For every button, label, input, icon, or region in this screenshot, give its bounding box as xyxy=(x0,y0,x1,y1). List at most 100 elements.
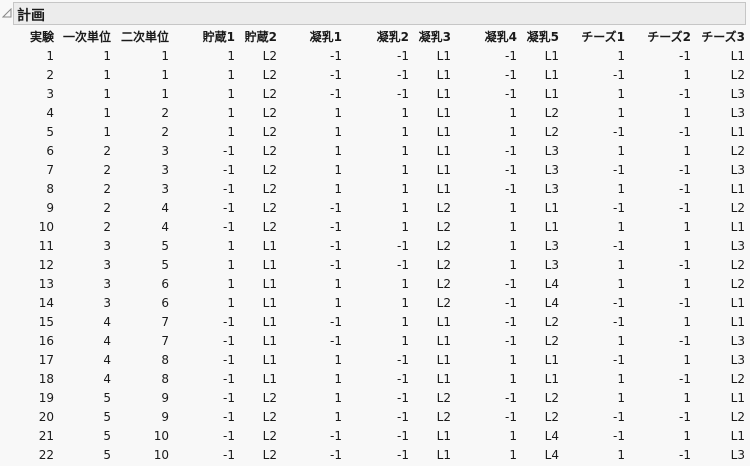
column-header[interactable]: チーズ3 xyxy=(701,30,745,44)
table-cell: 5 xyxy=(103,391,111,405)
table-row: 11 3 5 1 L1 -1 -1 L2 1 L3 -1 1 L3 xyxy=(0,237,745,256)
table-cell: L2 xyxy=(262,429,277,443)
table-cell: -1 xyxy=(505,182,517,196)
table-cell: 4 xyxy=(46,106,54,120)
column-header[interactable]: 貯蔵2 xyxy=(244,30,277,44)
table-cell: L4 xyxy=(544,296,559,310)
table-cell: L1 xyxy=(544,220,559,234)
table-cell: L2 xyxy=(730,201,745,215)
table-cell: 3 xyxy=(161,163,169,177)
table-cell: L2 xyxy=(262,87,277,101)
column-header[interactable]: 凝乳3 xyxy=(418,30,451,44)
table-cell: L1 xyxy=(544,201,559,215)
table-cell: -1 xyxy=(679,258,691,272)
table-cell: L2 xyxy=(262,144,277,158)
column-header[interactable]: 凝乳2 xyxy=(376,30,409,44)
table-cell: 1 xyxy=(401,334,409,348)
table-cell: L1 xyxy=(730,49,745,63)
table-cell: -1 xyxy=(679,448,691,462)
column-header[interactable]: 二次単位 xyxy=(120,30,169,44)
table-cell: 1 xyxy=(103,49,111,63)
table-row: 7 2 3 -1 L2 1 1 L1 -1 L3 -1 -1 L3 xyxy=(0,161,745,180)
table-cell: 1 xyxy=(103,68,111,82)
table-cell: L2 xyxy=(544,334,559,348)
table-cell: -1 xyxy=(223,410,235,424)
table-row: 8 2 3 -1 L2 1 1 L1 -1 L3 1 -1 L1 xyxy=(0,180,745,199)
table-cell: 1 xyxy=(617,258,625,272)
table-cell: -1 xyxy=(505,277,517,291)
column-header[interactable]: チーズ1 xyxy=(581,30,625,44)
table-cell: 1 xyxy=(683,144,691,158)
table-cell: 1 xyxy=(683,68,691,82)
table-cell: -1 xyxy=(613,296,625,310)
table-cell: L1 xyxy=(436,315,451,329)
table-cell: L2 xyxy=(262,68,277,82)
table-cell: -1 xyxy=(505,410,517,424)
table-cell: -1 xyxy=(330,220,342,234)
table-cell: L2 xyxy=(262,201,277,215)
column-header[interactable]: チーズ2 xyxy=(647,30,691,44)
table-row: 22 5 10 -1 L2 -1 -1 L1 1 L4 1 -1 L3 xyxy=(0,446,745,465)
table-cell: L3 xyxy=(730,448,745,462)
table-cell: L2 xyxy=(262,391,277,405)
table-cell: 4 xyxy=(103,372,111,386)
table-row: 5 1 2 1 L2 1 1 L1 1 L2 -1 -1 L1 xyxy=(0,123,745,142)
table-cell: -1 xyxy=(505,315,517,329)
table-cell: L3 xyxy=(544,239,559,253)
table-cell: 1 xyxy=(334,182,342,196)
table-cell: -1 xyxy=(613,163,625,177)
header-row: 実験 一次単位 二次単位 貯蔵1 貯蔵2 凝乳1 凝乳2 凝乳3 凝乳4 凝乳5 チーズ1 チーズ2 チ… xyxy=(0,28,745,47)
table-cell: 5 xyxy=(161,239,169,253)
table-cell: 1 xyxy=(401,125,409,139)
table-cell: -1 xyxy=(330,87,342,101)
table-cell: L1 xyxy=(436,144,451,158)
table-cell: 1 xyxy=(683,277,691,291)
column-header[interactable]: 実験 xyxy=(29,30,54,44)
table-cell: -1 xyxy=(223,182,235,196)
table-cell: -1 xyxy=(330,258,342,272)
table-cell: 1 xyxy=(617,277,625,291)
table-cell: 9 xyxy=(161,391,169,405)
table-cell: 10 xyxy=(38,220,54,234)
table-cell: -1 xyxy=(679,163,691,177)
table-cell: 2 xyxy=(103,201,111,215)
table-cell: 4 xyxy=(103,353,111,367)
table-cell: -1 xyxy=(679,49,691,63)
table-cell: -1 xyxy=(223,448,235,462)
table-cell: -1 xyxy=(397,429,409,443)
table-cell: 1 xyxy=(401,163,409,177)
table-cell: 4 xyxy=(103,315,111,329)
table-cell: 1 xyxy=(334,106,342,120)
table-cell: 1 xyxy=(617,220,625,234)
column-header[interactable]: 凝乳4 xyxy=(484,30,517,44)
table-cell: L2 xyxy=(262,163,277,177)
table-cell: L1 xyxy=(730,125,745,139)
table-cell: L2 xyxy=(730,372,745,386)
table-cell: L1 xyxy=(262,334,277,348)
table-cell: 1 xyxy=(334,353,342,367)
table-cell: L2 xyxy=(262,410,277,424)
table-cell: L1 xyxy=(262,277,277,291)
column-header[interactable]: 凝乳5 xyxy=(526,30,559,44)
table-cell: L3 xyxy=(730,239,745,253)
table-cell: L3 xyxy=(730,163,745,177)
disclosure-triangle-icon[interactable] xyxy=(2,8,12,18)
table-cell: -1 xyxy=(223,353,235,367)
table-cell: 1 xyxy=(401,277,409,291)
table-cell: -1 xyxy=(613,68,625,82)
table-cell: 1 xyxy=(227,277,235,291)
table-cell: 18 xyxy=(38,372,54,386)
column-header[interactable]: 貯蔵1 xyxy=(202,30,235,44)
table-cell: 10 xyxy=(153,429,169,443)
table-cell: 2 xyxy=(46,68,54,82)
table-row: 13 3 6 1 L1 1 1 L2 -1 L4 1 1 L2 xyxy=(0,275,745,294)
table-cell: 1 xyxy=(227,106,235,120)
column-header[interactable]: 凝乳1 xyxy=(309,30,342,44)
column-header[interactable]: 一次単位 xyxy=(62,30,111,44)
table-cell: 13 xyxy=(38,277,54,291)
outline-header[interactable]: 計画 xyxy=(13,2,746,25)
table-cell: 1 xyxy=(683,391,691,405)
table-cell: L1 xyxy=(262,296,277,310)
table-row: 16 4 7 -1 L1 -1 1 L1 -1 L2 1 -1 L3 xyxy=(0,332,745,351)
table-cell: 1 xyxy=(401,182,409,196)
